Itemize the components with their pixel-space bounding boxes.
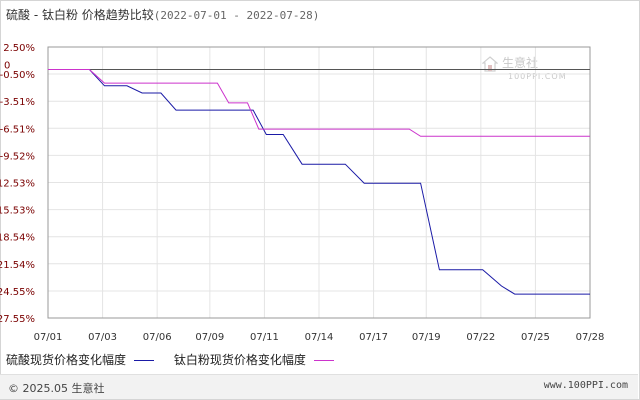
x-tick-label: 07/01 <box>34 332 63 343</box>
y-tick-label: -0.50% <box>0 70 35 81</box>
x-tick-label: 07/09 <box>195 332 224 343</box>
y-tick-label: -12.53% <box>0 179 35 190</box>
series-lines <box>48 69 590 295</box>
y-tick-label: -18.54% <box>0 233 35 244</box>
footer: © 2025.05 生意社 www.100PPI.com <box>0 374 638 399</box>
y-tick-label: -21.54% <box>0 260 35 271</box>
x-tick-label: 07/14 <box>305 332 334 343</box>
x-tick-label: 07/28 <box>576 332 605 343</box>
chart-title: 硫酸 - 钛白粉 价格趋势比较(2022-07-01 - 2022-07-28) <box>6 6 319 23</box>
x-tick-label: 07/11 <box>250 332 279 343</box>
x-tick-label: 07/25 <box>521 332 550 343</box>
legend-item-1: 硫酸现货价格变化幅度 <box>6 351 155 368</box>
y-tick-label: 2.50% <box>3 43 35 54</box>
legend-swatch-1 <box>134 360 155 361</box>
watermark: 生意社 100PPI.COM <box>482 54 567 81</box>
footer-copyright: © 2025.05 生意社 <box>8 382 105 395</box>
chart-title-range: (2022-07-01 - 2022-07-28) <box>153 9 320 22</box>
watermark-name: 生意社 <box>502 56 539 70</box>
axes <box>47 46 591 319</box>
watermark-url: 100PPI.COM <box>508 71 567 81</box>
legend-label-2: 钛白粉现货价格变化幅度 <box>173 353 306 367</box>
y-tick-label: -9.52% <box>0 151 35 162</box>
x-tick-label: 07/17 <box>359 332 388 343</box>
x-tick-label: 07/03 <box>88 332 117 343</box>
chart-title-main: 硫酸 - 钛白粉 价格趋势比较 <box>6 8 154 22</box>
series-line-2 <box>48 69 590 137</box>
x-tick-label: 07/06 <box>143 332 172 343</box>
y-tick-label: -15.53% <box>0 206 35 217</box>
grid <box>47 46 591 319</box>
y-tick-label: -24.55% <box>0 287 35 298</box>
y-tick-label: -3.51% <box>0 97 35 108</box>
y-tick-label: -6.51% <box>0 124 35 135</box>
plot-border <box>47 46 591 319</box>
x-tick-label: 07/22 <box>466 332 495 343</box>
series-line-1 <box>48 69 590 295</box>
x-tick-label: 07/19 <box>412 332 441 343</box>
y-axis-ticks: 2.50% -0.50% -3.51% -6.51% -9.52% -12.53% -15.… <box>0 43 35 325</box>
y-tick-label: -27.55% <box>0 314 35 325</box>
legend-item-2: 钛白粉现货价格变化幅度 <box>174 351 334 368</box>
legend-swatch-2 <box>313 360 334 361</box>
y-zero-label: 0 <box>4 61 10 72</box>
x-axis-ticks: 07/01 07/03 07/06 07/09 07/11 07/14 07/17 07/19… <box>34 332 605 343</box>
legend: 硫酸现货价格变化幅度 钛白粉现货价格变化幅度 <box>6 351 350 368</box>
legend-label-1: 硫酸现货价格变化幅度 <box>6 353 127 367</box>
watermark-logo-icon <box>482 55 498 72</box>
footer-link[interactable]: www.100PPI.com <box>543 380 628 391</box>
